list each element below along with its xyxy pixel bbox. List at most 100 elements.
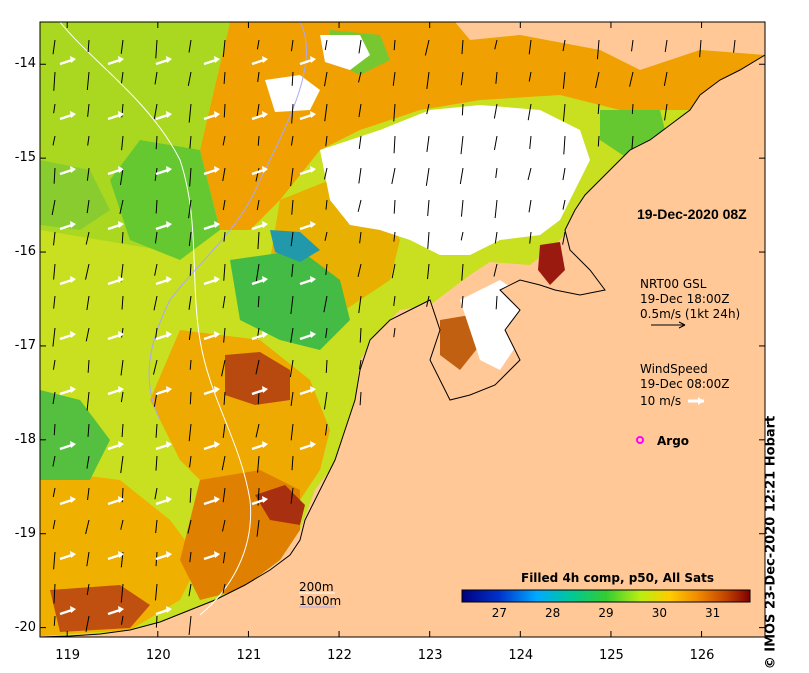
current-arrow [460,71,464,86]
current-arrow [87,423,90,437]
current-arrow [189,167,192,187]
wind-arrow [299,331,316,341]
current-arrow [393,39,396,51]
current-arrow [256,519,260,537]
wind-arrow [299,441,316,451]
current-arrow [155,327,158,339]
current-arrow [357,263,362,277]
current-arrow [256,199,260,211]
current-arrow [324,39,328,51]
current-arrow [52,391,56,405]
wind-arrow [251,331,268,341]
current-arrow [664,39,668,52]
current-arrow [257,391,260,405]
current-arrow [359,391,362,406]
colorbar-tick-label: 27 [491,606,507,620]
wind-arrow [203,166,220,176]
current-arrow [188,583,192,597]
isobath-1000m-label: 1000m [299,594,342,608]
current-arrow [86,583,90,596]
lat-tick-label: -18 [14,431,36,447]
current-arrow [562,231,566,245]
current-arrow [222,551,226,564]
current-arrow [563,135,566,155]
current-arrow [221,455,226,471]
current-arrow [527,103,532,121]
map-plot-area [40,22,765,637]
current-arrow [699,39,702,58]
current-arrow [427,199,430,217]
current-arrow [323,167,328,180]
current-arrow [189,487,192,503]
current-arrow [460,199,464,217]
current-arrow [154,487,158,500]
current-arrow [85,519,90,535]
current-arrow [120,359,124,376]
current-arrow [52,487,56,498]
current-arrow [358,359,362,370]
current-arrow [291,263,294,277]
current-arrow [257,295,260,308]
current-arrow [153,103,158,120]
current-arrow [323,391,328,410]
coastline [40,54,765,637]
lon-tick-label: 121 [236,648,262,663]
current-arrow [85,231,90,245]
current-arrow [189,391,192,405]
wind-arrow [107,551,124,561]
current-arrow [189,135,192,149]
wind-arrow [251,441,268,451]
current-arrow [121,615,124,625]
current-arrow [155,455,158,471]
current-arrow [53,167,56,184]
current-arrow [461,39,464,55]
wind-arrow [107,606,124,616]
current-arrow [85,615,90,632]
wind-arrow [251,496,268,506]
current-arrow [155,135,158,150]
current-arrow [393,199,396,214]
current-arrow [426,295,430,307]
current-arrow [290,231,294,247]
current-arrow [87,487,90,500]
current-arrow [562,71,566,89]
current-arrow [155,519,158,534]
current-arrow [392,71,396,86]
wind-arrow [59,221,76,231]
current-arrow [119,167,124,186]
wind-arrow [59,331,76,341]
current-arrow [53,231,56,246]
wind-legend-time: 19-Dec 08:00Z [640,377,730,391]
current-arrow [154,167,158,181]
current-arrow [323,295,328,313]
wind-arrow [155,276,172,286]
wind-arrow [155,166,172,176]
map-date-title: 19-Dec-2020 08Z [637,206,747,222]
current-arrow [255,359,260,375]
current-arrow [155,39,158,59]
current-arrow [53,263,56,280]
current-arrow [424,39,430,56]
current-arrow [120,39,124,54]
current-arrow [85,263,90,280]
current-arrow [86,167,90,181]
current-arrow [325,263,328,275]
current-arrow [393,295,396,307]
current-arrow [393,327,396,338]
current-arrow [393,135,396,154]
current-scale-arrow [651,321,686,329]
lat-tick-label: -16 [14,244,36,260]
current-arrow [631,39,634,52]
argo-label: Argo [657,434,690,448]
current-arrow [120,391,124,403]
lon-tick-label: 125 [598,648,624,663]
current-arrow [493,103,498,119]
lon-tick-label: 119 [55,648,81,663]
current-arrow [529,135,532,149]
hot-sst-patch [225,352,290,405]
current-arrow [189,455,192,468]
current-arrow [495,71,498,84]
wind-arrow [203,331,220,341]
current-arrow [53,103,56,114]
